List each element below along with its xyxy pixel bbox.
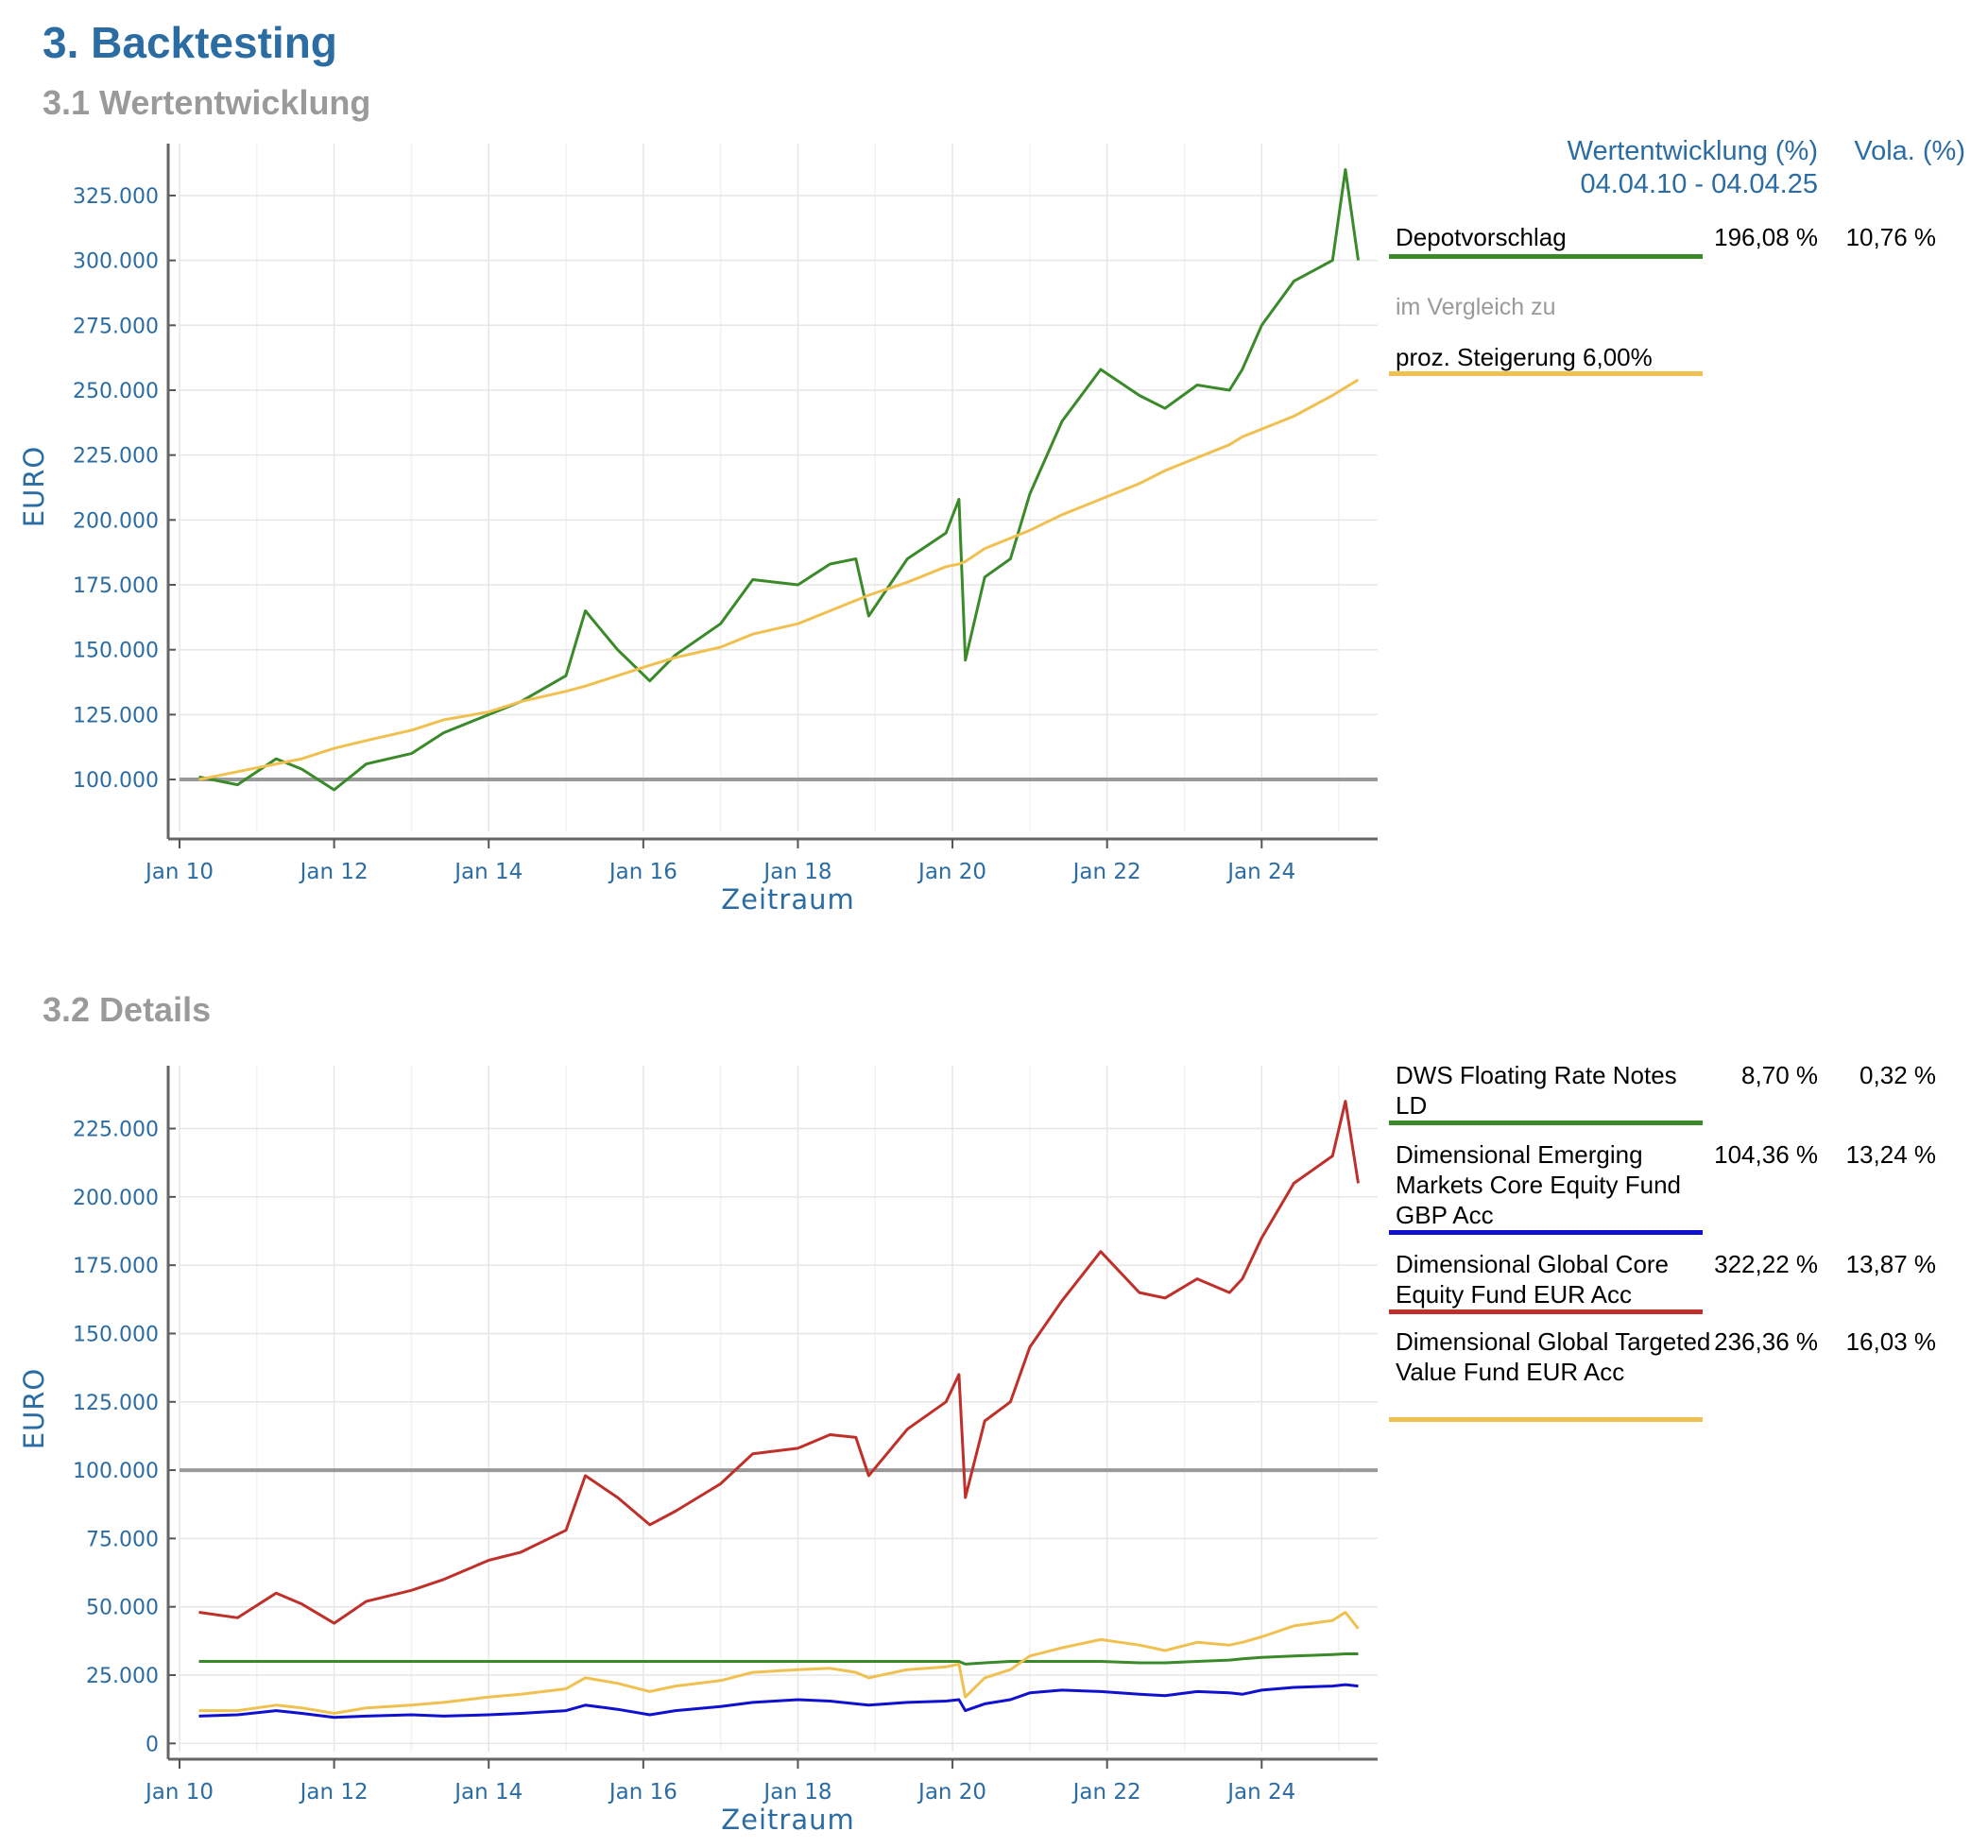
- x-tick-label: Jan 10: [144, 1780, 214, 1805]
- x-tick-label: Jan 12: [299, 1780, 368, 1805]
- x-tick-label: Jan 24: [1225, 1780, 1295, 1805]
- y-tick-label: 75.000: [86, 1528, 159, 1551]
- y-tick-label: 200.000: [73, 1187, 159, 1210]
- legend-col-perf: Wertentwicklung (%): [1567, 136, 1818, 166]
- chart-details: 0 25.000 50.000 75.000 100.000 125.000 150.000…: [18, 1066, 1378, 1836]
- x-tick-label: Jan 16: [608, 860, 677, 884]
- legend-perf-emerging: 104,36 %: [1714, 1140, 1818, 1169]
- y-tick-label: 150.000: [73, 640, 159, 663]
- x-tick-label: Jan 14: [453, 1780, 523, 1805]
- x-tick-label: Jan 14: [453, 860, 523, 884]
- x-axis-title: Zeitraum: [721, 883, 854, 915]
- x-tick-label: Jan 20: [917, 1780, 986, 1805]
- legend-col-vola: Vola. (%): [1854, 136, 1965, 166]
- legend-line-depotvorschlag: [1389, 254, 1703, 259]
- x-tick-label: Jan 16: [608, 1780, 677, 1805]
- y-tick-label: 50.000: [86, 1597, 159, 1620]
- y-axis-title: EURO: [18, 1368, 50, 1450]
- legend-vola-depotvorschlag: 10,76 %: [1845, 223, 1936, 251]
- y-tick-label: 125.000: [73, 704, 159, 727]
- legend-line-emerging: [1389, 1230, 1703, 1235]
- y-tick-label: 100.000: [73, 1460, 159, 1483]
- y-tick-label: 275.000: [73, 315, 159, 338]
- y-tick-label: 250.000: [73, 380, 159, 403]
- legend-line-globalcore: [1389, 1309, 1703, 1314]
- legend-line-steigerung: [1389, 371, 1703, 376]
- y-tick-label: 300.000: [73, 250, 159, 274]
- y-tick-label: 225.000: [73, 1119, 159, 1142]
- y-tick-label: 25.000: [86, 1665, 159, 1688]
- legend-line-targetedvalue: [1389, 1417, 1703, 1422]
- page-title: 3. Backtesting: [43, 18, 337, 67]
- y-tick-label: 0: [146, 1733, 159, 1756]
- x-tick-label: Jan 18: [762, 860, 831, 884]
- series-line-1: [198, 1683, 1359, 1720]
- legend-name-steigerung: proz. Steigerung 6,00%: [1396, 343, 1653, 371]
- section-title-details: 3.2 Details: [43, 990, 212, 1029]
- y-tick-label: 150.000: [73, 1323, 159, 1346]
- legend-vola-emerging: 13,24 %: [1845, 1140, 1936, 1169]
- legend-vola-targetedvalue: 16,03 %: [1845, 1327, 1936, 1356]
- legend-name-emerging: Dimensional Emerging Markets Core Equity…: [1396, 1140, 1682, 1229]
- series-line-0: [198, 168, 1360, 792]
- x-tick-label: Jan 12: [299, 860, 368, 884]
- x-tick-label: Jan 24: [1225, 860, 1295, 884]
- legend-perf-dws: 8,70 %: [1741, 1061, 1818, 1089]
- legend-perf-globalcore: 322,22 %: [1714, 1250, 1818, 1278]
- chart-wertentwicklung: 100.000 125.000 150.000 175.000 200.000 225.0…: [18, 144, 1378, 915]
- legend-name-depotvorschlag: Depotvorschlag: [1396, 223, 1567, 251]
- legend-name-targetedvalue: Dimensional Global Targeted Value Fund E…: [1396, 1327, 1711, 1386]
- y-tick-label: 325.000: [73, 185, 159, 209]
- y-tick-label: 175.000: [73, 1255, 159, 1278]
- y-tick-label: 225.000: [73, 445, 159, 469]
- series-line-0: [198, 1652, 1359, 1666]
- legend-name-dws: DWS Floating Rate Notes LD: [1396, 1061, 1677, 1120]
- x-tick-label: Jan 22: [1071, 1780, 1141, 1805]
- legend-col-period: 04.04.10 - 04.04.25: [1580, 169, 1818, 199]
- legend-line-dws: [1389, 1121, 1703, 1125]
- y-tick-label: 200.000: [73, 509, 159, 533]
- series-line-1: [198, 378, 1360, 781]
- legend-name-globalcore: Dimensional Global Core Equity Fund EUR …: [1396, 1250, 1670, 1309]
- series-line-3: [198, 1611, 1360, 1715]
- y-tick-label: 125.000: [73, 1392, 159, 1415]
- legend-perf-depotvorschlag: 196,08 %: [1714, 223, 1818, 251]
- x-tick-label: Jan 20: [917, 860, 986, 884]
- y-axis-title: EURO: [18, 446, 50, 528]
- legend-vola-dws: 0,32 %: [1859, 1061, 1936, 1089]
- x-axis-title: Zeitraum: [721, 1804, 854, 1836]
- legend-compare-note: im Vergleich zu: [1396, 294, 1556, 320]
- series-line-2: [198, 1100, 1360, 1625]
- x-tick-label: Jan 10: [144, 860, 214, 884]
- legend-vola-globalcore: 13,87 %: [1845, 1250, 1936, 1278]
- x-tick-label: Jan 22: [1071, 860, 1141, 884]
- x-tick-label: Jan 18: [762, 1780, 831, 1805]
- section-title-wertentwicklung: 3.1 Wertentwicklung: [43, 83, 371, 122]
- y-tick-label: 100.000: [73, 769, 159, 793]
- y-tick-label: 175.000: [73, 574, 159, 598]
- legend-perf-targetedvalue: 236,36 %: [1714, 1327, 1818, 1356]
